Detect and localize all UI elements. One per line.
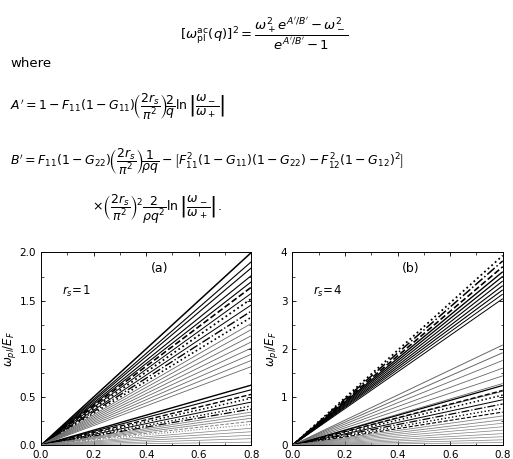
Text: $r_s\!=\!1$: $r_s\!=\!1$ (62, 284, 90, 299)
Text: $A^{\prime} = 1 - F_{11}(1-G_{11})\!\left(\dfrac{2r_s}{\pi^2}\right)\!\dfrac{2}{: $A^{\prime} = 1 - F_{11}(1-G_{11})\!\lef… (10, 92, 226, 122)
Y-axis label: $\omega_{pl}/E_F$: $\omega_{pl}/E_F$ (1, 331, 18, 367)
Text: (a): (a) (150, 262, 168, 275)
Y-axis label: $\omega_{pl}/E_F$: $\omega_{pl}/E_F$ (263, 331, 280, 367)
Text: $r_s\!=\!4$: $r_s\!=\!4$ (313, 284, 342, 299)
Text: $[\omega^{\rm ac}_{\rm pl}(q)]^2 = \dfrac{\omega_+^2 e^{A^{\prime}/B^{\prime}} -: $[\omega^{\rm ac}_{\rm pl}(q)]^2 = \dfra… (180, 16, 348, 52)
Text: where: where (10, 57, 51, 70)
Text: $\times\left(\dfrac{2r_s}{\pi^2}\right)^{\!2}\dfrac{2}{\rho q^2}\ln\left|\dfrac{: $\times\left(\dfrac{2r_s}{\pi^2}\right)^… (92, 193, 222, 226)
Text: $B^{\prime} = F_{11}(1-G_{22})\!\left(\dfrac{2r_s}{\pi^2}\right)\!\dfrac{1}{\rho: $B^{\prime} = F_{11}(1-G_{22})\!\left(\d… (10, 147, 404, 177)
Text: (b): (b) (402, 262, 420, 275)
